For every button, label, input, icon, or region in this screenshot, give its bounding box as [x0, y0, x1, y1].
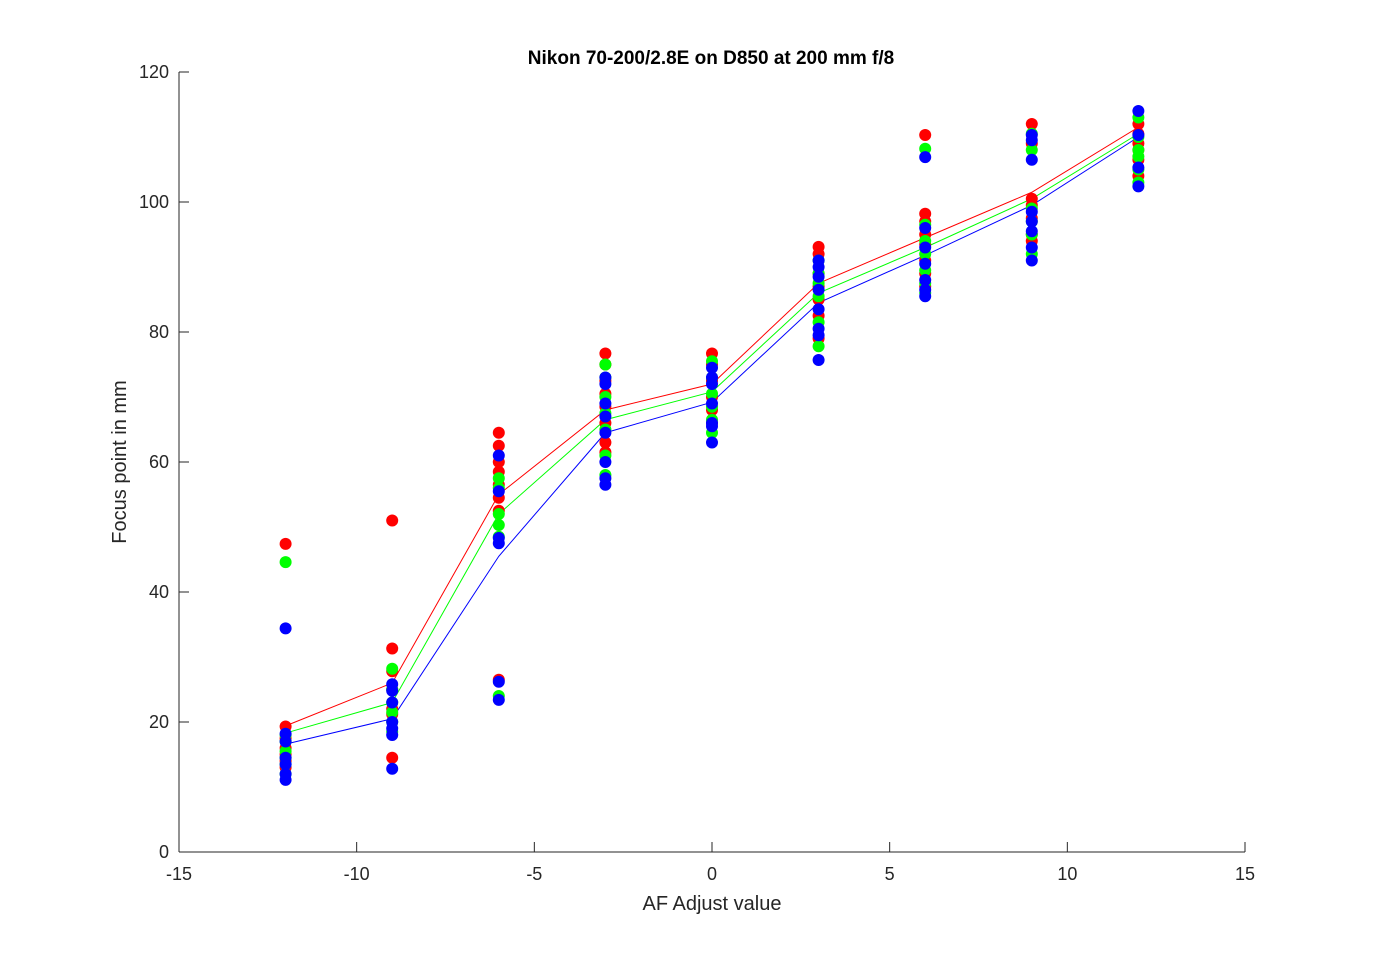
x-tick-label: -15: [166, 864, 192, 884]
x-tick-label: -10: [344, 864, 370, 884]
data-point: [812, 283, 825, 296]
y-tick-label: 40: [149, 582, 169, 602]
data-point: [279, 622, 292, 635]
data-point: [919, 241, 932, 254]
data-point: [492, 693, 505, 706]
data-point: [386, 696, 399, 709]
x-axis-label: AF Adjust value: [643, 893, 782, 915]
data-point: [706, 378, 718, 390]
data-point: [706, 361, 718, 374]
data-point: [812, 303, 825, 316]
data-point: [1025, 254, 1038, 267]
data-point: [812, 270, 825, 283]
chart-title: Nikon 70-200/2.8E on D850 at 200 mm f/8: [528, 48, 894, 69]
data-point: [599, 456, 612, 468]
data-point: [1132, 150, 1145, 163]
data-point: [386, 706, 399, 719]
y-axis-label: Focus point in mm: [109, 380, 131, 543]
data-point: [1025, 241, 1038, 254]
data-point: [812, 340, 825, 353]
data-point: [706, 436, 718, 449]
data-point: [599, 410, 612, 423]
x-ticks: -15 -10 -5 0 5 10 15: [166, 842, 1255, 884]
data-point: [386, 751, 399, 764]
data-point: [919, 257, 932, 270]
data-point: [492, 508, 505, 520]
y-ticks: 0 20 40 60 80 100 120: [139, 62, 189, 862]
data-point: [919, 274, 932, 286]
x-tick-label: 10: [1057, 864, 1077, 884]
data-point: [1025, 205, 1038, 218]
data-point: [492, 472, 505, 485]
y-tick-label: 60: [149, 452, 169, 472]
data-point: [599, 347, 612, 360]
data-point: [386, 642, 399, 655]
data-point: [1132, 105, 1145, 117]
data-point: [386, 684, 399, 697]
x-tick-label: 15: [1235, 864, 1255, 884]
data-point: [599, 478, 612, 491]
data-point: [812, 329, 825, 342]
data-point: [492, 537, 505, 550]
data-points: [279, 105, 1145, 786]
data-point: [1132, 129, 1145, 142]
data-point: [599, 436, 612, 449]
y-tick-label: 80: [149, 322, 169, 342]
data-point: [706, 397, 718, 410]
data-point: [706, 420, 718, 433]
data-point: [492, 426, 505, 439]
data-point: [1025, 225, 1038, 238]
x-tick-label: -5: [526, 864, 542, 884]
y-tick-label: 0: [159, 842, 169, 862]
data-point: [492, 449, 505, 462]
data-point: [1132, 161, 1145, 174]
x-tick-label: 5: [885, 864, 895, 884]
data-point: [919, 222, 932, 234]
x-tick-label: 0: [707, 864, 717, 884]
data-point: [492, 439, 505, 452]
data-point: [279, 537, 292, 550]
data-point: [1025, 134, 1038, 147]
data-point: [386, 514, 399, 527]
data-point: [386, 762, 399, 775]
data-point: [279, 556, 292, 569]
data-point: [386, 662, 399, 675]
data-point: [1025, 153, 1038, 166]
data-point: [386, 729, 399, 741]
data-point: [279, 758, 292, 771]
data-point: [279, 735, 292, 748]
y-tick-label: 100: [139, 192, 169, 212]
data-point: [919, 151, 932, 164]
data-point: [1132, 180, 1145, 193]
y-tick-label: 120: [139, 62, 169, 82]
data-point: [599, 358, 612, 371]
data-point: [279, 773, 292, 786]
data-point: [599, 378, 612, 390]
data-point: [1025, 118, 1038, 130]
data-point: [1025, 144, 1038, 156]
data-point: [492, 675, 505, 688]
data-point: [706, 387, 718, 400]
data-point: [599, 397, 612, 410]
axes: -15 -10 -5 0 5 10 15 0 20 40 60 80 100 120: [139, 62, 1255, 884]
y-tick-label: 20: [149, 712, 169, 732]
data-point: [492, 519, 505, 532]
data-point: [599, 426, 612, 439]
data-point: [1025, 215, 1038, 228]
data-point: [919, 129, 932, 142]
data-point: [812, 261, 825, 273]
data-point: [919, 290, 932, 303]
data-point: [812, 353, 825, 366]
data-point: [492, 485, 505, 498]
data-point: [919, 142, 932, 155]
